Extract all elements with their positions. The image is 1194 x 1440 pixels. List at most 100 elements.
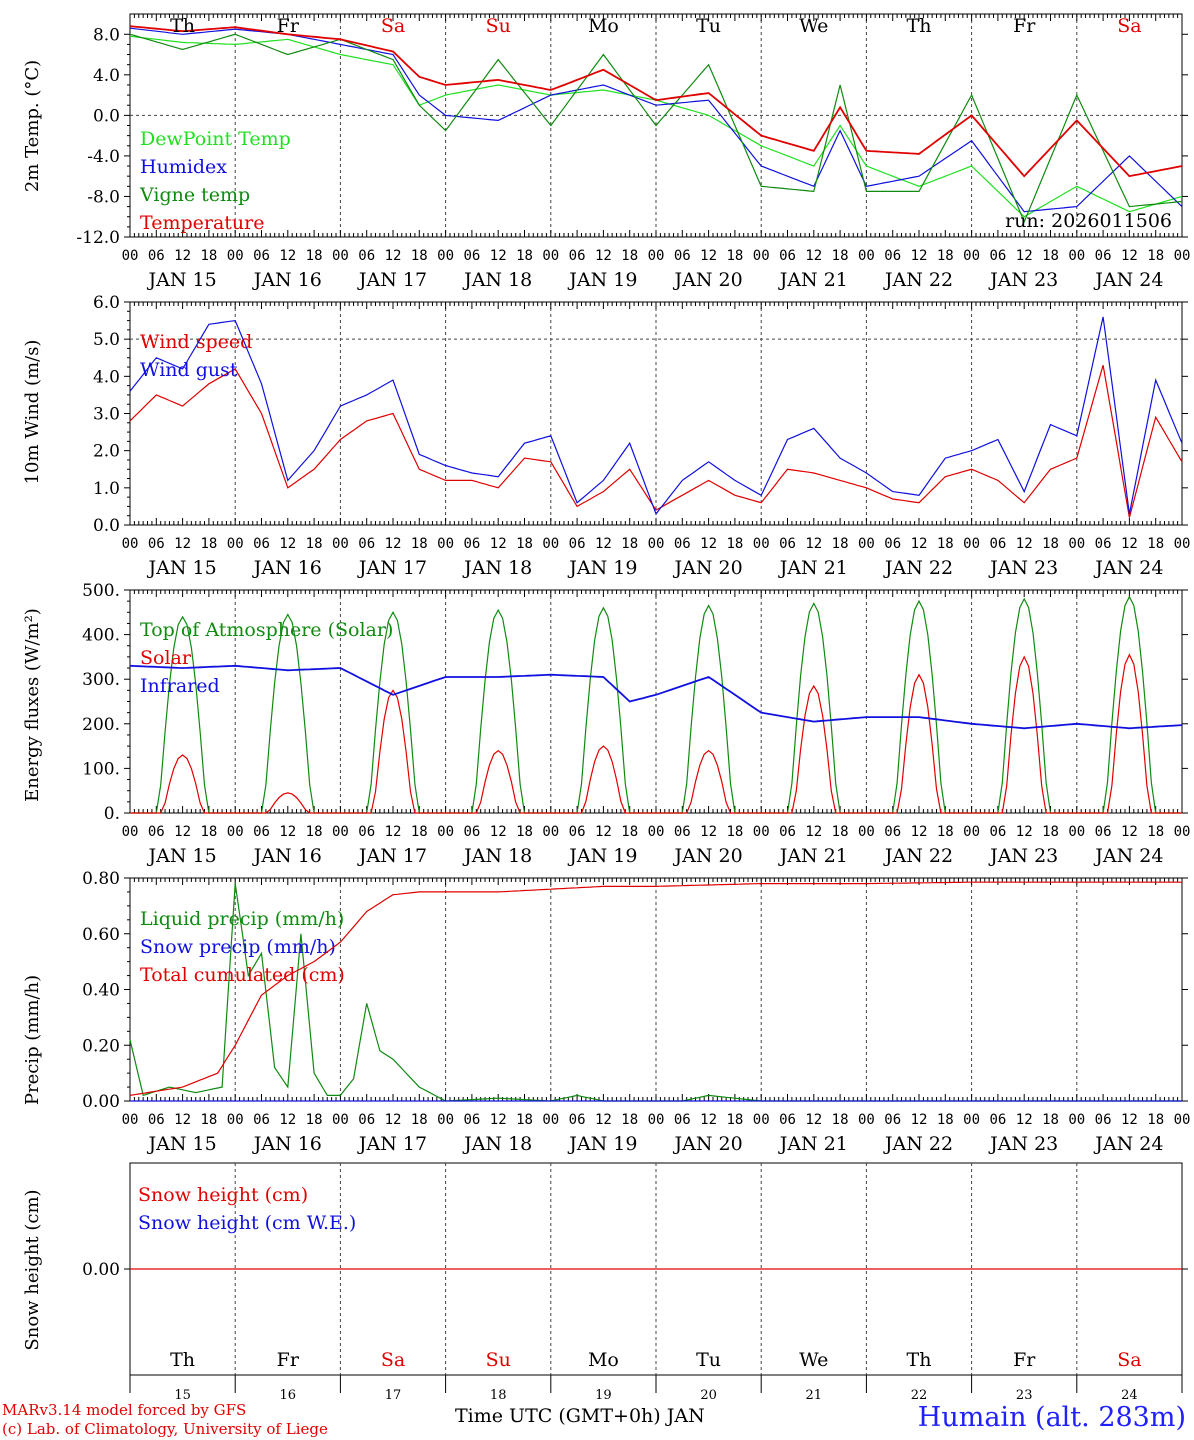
y-tick-label: 4.0: [93, 367, 120, 387]
hour-label: 06: [674, 1112, 691, 1128]
hour-label: 06: [358, 1112, 375, 1128]
hour-label: 12: [1121, 536, 1138, 552]
hour-label: 12: [1016, 248, 1033, 264]
time-axis-label: Time UTC (GMT+0h) JAN: [455, 1405, 705, 1427]
hour-label: 06: [148, 824, 165, 840]
hour-label: 12: [805, 824, 822, 840]
hour-label: 18: [411, 536, 428, 552]
hour-label: 18: [832, 824, 849, 840]
hour-label: 18: [937, 824, 954, 840]
hour-label: 18: [1042, 824, 1059, 840]
hour-label: 00: [963, 824, 980, 840]
hour-label: 06: [884, 536, 901, 552]
hour-label: 00: [858, 248, 875, 264]
hour-label: 18: [306, 1112, 323, 1128]
hour-label: 06: [253, 1112, 270, 1128]
hour-label: 00: [227, 824, 244, 840]
y-tick-label: 0.00: [82, 1092, 120, 1112]
date-label: JAN 23: [988, 557, 1058, 579]
legend-entry: Infrared: [140, 675, 220, 697]
hour-label: 06: [148, 248, 165, 264]
hour-label: 18: [1147, 1112, 1164, 1128]
hour-label: 12: [490, 248, 507, 264]
hour-label: 18: [726, 248, 743, 264]
y-axis-label: Energy fluxes (W/m²): [22, 608, 43, 802]
date-label: JAN 21: [778, 845, 848, 867]
hour-label: 12: [700, 248, 717, 264]
hour-label: 06: [1095, 1112, 1112, 1128]
day-name: Sa: [381, 15, 405, 37]
date-label: JAN 17: [357, 269, 427, 291]
hour-label: 00: [437, 824, 454, 840]
date-label: JAN 17: [357, 557, 427, 579]
hour-label: 06: [358, 536, 375, 552]
hour-label: 06: [253, 536, 270, 552]
hour-label: 00: [648, 536, 665, 552]
hour-label: 12: [490, 1112, 507, 1128]
hour-label: 00: [1068, 1112, 1085, 1128]
hour-label: 18: [937, 1112, 954, 1128]
hour-label: 12: [595, 824, 612, 840]
hour-label: 18: [832, 536, 849, 552]
hour-label: 12: [490, 536, 507, 552]
hour-label: 12: [174, 248, 191, 264]
hour-label: 18: [726, 824, 743, 840]
date-label: JAN 18: [462, 1133, 532, 1155]
date-label: JAN 22: [883, 1133, 953, 1155]
hour-label: 00: [332, 248, 349, 264]
hour-label: 18: [200, 248, 217, 264]
y-axis-label: Snow height (cm): [22, 1189, 43, 1350]
hour-label: 06: [1095, 536, 1112, 552]
y-tick-label: 0.0: [93, 516, 120, 536]
hour-label: 12: [385, 248, 402, 264]
y-axis-label: 10m Wind (m/s): [22, 340, 43, 485]
hour-label: 18: [516, 1112, 533, 1128]
y-tick-label: -8.0: [87, 187, 120, 207]
series-line: [130, 653, 1182, 814]
hour-label: 12: [1016, 824, 1033, 840]
y-tick-label: 0.80: [82, 869, 120, 889]
hour-label: 12: [279, 536, 296, 552]
y-tick-label: 0.0: [93, 106, 120, 126]
day-name: Su: [486, 1349, 511, 1371]
day-name: Fr: [1013, 15, 1036, 37]
hour-label: 12: [490, 824, 507, 840]
hour-label: 18: [1042, 536, 1059, 552]
day-number: 24: [1121, 1388, 1138, 1403]
day-name: Th: [170, 1349, 195, 1371]
day-number: 17: [385, 1388, 402, 1403]
hour-label: 12: [385, 824, 402, 840]
hour-label: 18: [937, 536, 954, 552]
hour-label: 12: [279, 1112, 296, 1128]
date-label: JAN 16: [252, 845, 322, 867]
hour-label: 00: [1174, 536, 1191, 552]
date-label: JAN 20: [673, 557, 743, 579]
legend-entry: Top of Atmosphere (Solar): [140, 619, 393, 641]
hour-label: 00: [122, 248, 139, 264]
hour-label: 06: [463, 536, 480, 552]
date-label: JAN 21: [778, 269, 848, 291]
y-tick-label: 0.60: [82, 925, 120, 945]
hour-label: 12: [1016, 1112, 1033, 1128]
hour-label: 00: [542, 1112, 559, 1128]
hour-label: 12: [1016, 536, 1033, 552]
series-line: [129, 881, 1182, 1096]
legend-entry: Vigne temp: [139, 184, 250, 206]
hour-label: 00: [437, 1112, 454, 1128]
day-number: 18: [490, 1388, 507, 1403]
hour-label: 06: [674, 536, 691, 552]
series-line: [129, 27, 1183, 213]
hour-label: 06: [148, 1112, 165, 1128]
day-name: Sa: [1117, 1349, 1141, 1371]
date-label: JAN 21: [778, 557, 848, 579]
y-tick-label: 6.0: [93, 293, 120, 313]
legend-entry: Wind speed: [140, 331, 252, 353]
y-axis-label: 2m Temp. (°C): [22, 60, 43, 192]
hour-label: 12: [1121, 248, 1138, 264]
hour-label: 06: [463, 248, 480, 264]
date-label: JAN 20: [673, 269, 743, 291]
day-number: 16: [280, 1388, 297, 1403]
hour-label: 18: [200, 1112, 217, 1128]
day-name: Tu: [696, 15, 721, 37]
panel-5: 0.00 Snow height (cm) Snow height (cm) Snow…: [22, 1162, 1188, 1403]
